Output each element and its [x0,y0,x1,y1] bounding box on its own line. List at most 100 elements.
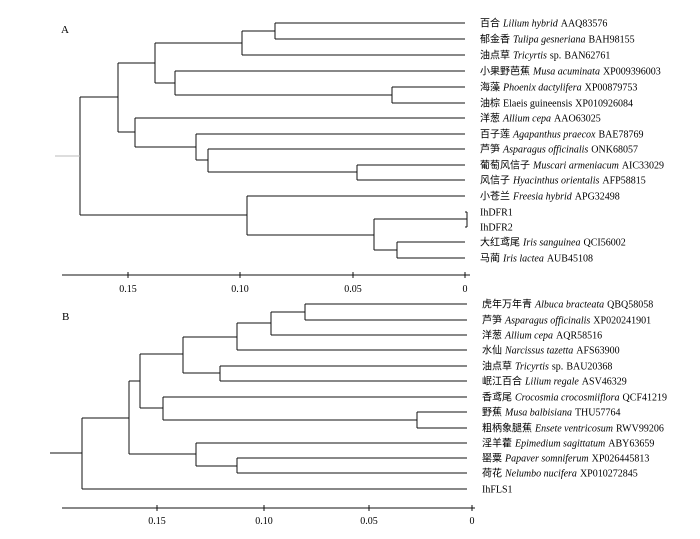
leaf-acc: AFS63900 [576,346,619,357]
leaf-cn: 洋葱 [482,329,502,342]
leaf-label: 香鸢尾 Crocosmia crocosmiiflora QCF41219 [482,391,667,404]
leaf-label: 风信子 Hyacinthus orientalis AFP58815 [480,175,646,187]
leaf-label: 芦笋 Asparagus officinalis XP020241901 [482,314,651,327]
leaf-label: IhDFR1 [480,208,513,219]
leaf-label: 油棕 Elaeis guineensis XP010926084 [480,97,633,110]
leaf-label: 淫羊藿 Epimedium sagittatum ABY63659 [482,437,654,450]
leaf-species: Albuca bracteata [534,300,604,311]
leaf-acc: XP00879753 [585,83,638,94]
leaf-label: 马蔺 Iris lactea AUB45108 [480,253,593,265]
leaf-cn: 百子莲 [480,129,510,141]
leaf-label: 芦笋 Asparagus officinalis ONK68057 [480,143,638,156]
leaf-label: 小果野芭蕉 Musa acuminata XP009396003 [480,65,661,78]
leaf-plain: Elaeis guineensis [503,99,572,110]
scale-tick-label: 0.15 [119,284,137,295]
leaf-species: Ensete ventricosum [534,424,613,435]
leaf-label: 岷江百合 Lilium regale ASV46329 [482,375,627,388]
leaf-label: IhDFR2 [480,223,513,234]
leaf-species: Tricyrtis [513,51,547,62]
leaf-species: Hyacinthus orientalis [512,176,599,187]
leaf-label: 葡萄风信子 Muscari armeniacum AIC33029 [480,159,664,172]
leaf-cn: 粗柄象腿蕉 [482,422,532,435]
scale-tick-label: 0.10 [231,284,249,295]
leaf-acc: QBQ58058 [607,300,653,311]
leaf-species: Asparagus officinalis [504,316,590,327]
leaf-cn: 风信子 [480,175,510,187]
leaf-cn: 罂粟 [482,453,502,465]
leaf-cn: 芦笋 [480,143,500,156]
leaf-cn: 葡萄风信子 [480,159,530,172]
leaf-cn: 马蔺 [480,253,500,265]
leaf-acc: QCI56002 [584,238,626,249]
leaf-plain: IhDFR2 [480,223,513,234]
scale-tick-label: 0.05 [344,284,362,295]
leaf-species: Musa balbisiana [504,408,572,419]
leaf-cn: 百合 [480,17,500,30]
scale-tick-label: 0 [463,284,468,295]
leaf-label: 野蕉 Musa balbisiana THU57764 [482,407,621,419]
leaf-species: Nelumbo nucifera [504,469,577,480]
leaf-label: 粗柄象腿蕉 Ensete ventricosum RWV99206 [482,422,664,435]
leaf-plain: IhDFR1 [480,208,513,219]
leaf-cn: 芦笋 [482,314,502,327]
leaf-species: Tricyrtis [515,362,549,373]
scale-tick-label: 0.05 [360,516,378,527]
leaf-species: Muscari armeniacum [532,161,619,172]
leaf-label: 海藻 Phoenix dactylifera XP00879753 [480,81,637,94]
leaf-acc: RWV99206 [616,424,664,435]
leaf-cn: 洋葱 [480,112,500,125]
leaf-acc: BAN62761 [564,51,610,62]
leaf-label: 洋葱 Allium cepa AAO63025 [480,112,601,125]
leaf-cn: 野蕉 [482,407,502,419]
leaf-cn: 油点草 [482,360,512,373]
leaf-species: Allium cepa [504,331,553,342]
leaf-cn: 水仙 [482,344,502,357]
leaf-label: 虎年万年青 Albuca bracteata QBQ58058 [482,298,653,311]
leaf-label: 油点草 Tricyrtis sp. BAU20368 [482,360,612,373]
leaf-cn: 海藻 [480,81,500,94]
leaf-label: 油点草 Tricyrtis sp. BAN62761 [480,49,610,62]
leaf-acc: BAU20368 [566,362,612,373]
leaf-species: Narcissus tazetta [504,346,573,357]
leaf-acc: APG32498 [575,192,620,203]
leaf-label: 洋葱 Allium cepa AQR58516 [482,329,602,342]
leaf-species: Papaver somniferum [504,454,589,465]
leaf-acc: XP009396003 [603,67,661,78]
leaf-species: Epimedium sagittatum [514,439,605,450]
leaf-acc: QCF41219 [623,393,667,404]
leaf-cn: 虎年万年青 [482,298,532,311]
leaf-label: 百合 Lilium hybrid AAQ83576 [480,17,607,30]
leaf-cn: 郁金香 [480,33,510,46]
leaf-species: Phoenix dactylifera [502,83,582,94]
leaf-cn: 淫羊藿 [482,437,512,450]
scale-tick-label: 0.10 [255,516,273,527]
leaf-label: 小苍兰 Freesia hybrid APG32498 [480,190,620,203]
leaf-acc: AAO63025 [554,114,601,125]
leaf-acc: AIC33029 [622,161,664,172]
leaf-acc: XP010272845 [580,469,638,480]
leaf-label: 郁金香 Tulipa gesneriana BAH98155 [480,33,635,46]
leaf-suffix: sp. [550,51,561,62]
leaf-cn: 油棕 [480,97,500,110]
leaf-species: Freesia hybrid [512,192,573,203]
leaf-species: Tulipa gesneriana [513,35,586,46]
leaf-label: 大红鸢尾 Iris sanguinea QCI56002 [480,236,626,249]
leaf-cn: 荷花 [482,467,502,480]
leaf-cn: 小果野芭蕉 [480,65,530,78]
leaf-species: Lilium hybrid [502,19,559,30]
leaf-species: Lilium regale [524,377,579,388]
scale-tick-label: 0.15 [148,516,166,527]
leaf-label: 罂粟 Papaver somniferum XP026445813 [482,453,649,465]
leaf-plain: IhFLS1 [482,485,513,496]
leaf-label: IhFLS1 [482,485,513,496]
leaf-cn: 香鸢尾 [482,391,512,404]
leaf-acc: ASV46329 [582,377,627,388]
leaf-acc: AAQ83576 [561,19,608,30]
leaf-species: Asparagus officinalis [502,145,588,156]
scale-tick-label: 0 [470,516,475,527]
leaf-label: 百子莲 Agapanthus praecox BAE78769 [480,129,644,141]
leaf-acc: ONK68057 [591,145,638,156]
leaf-species: Iris sanguinea [522,238,581,249]
panel-label-b: B [62,311,69,323]
leaf-label: 水仙 Narcissus tazetta AFS63900 [482,344,620,357]
